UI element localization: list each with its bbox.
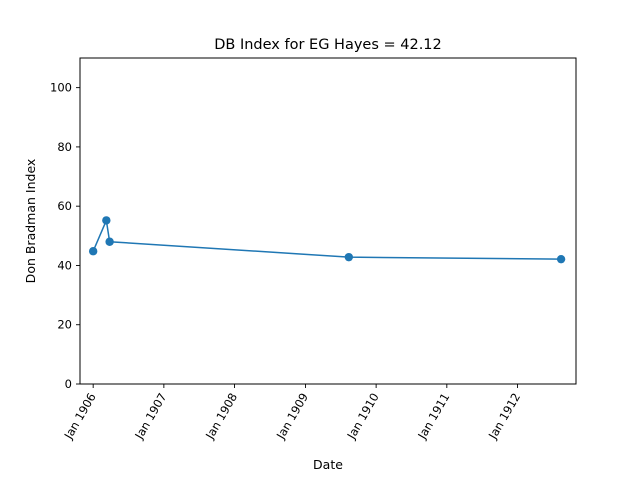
chart-title: DB Index for EG Hayes = 42.12 (214, 37, 442, 53)
y-tick-label: 80 (57, 140, 72, 154)
data-point (102, 216, 111, 225)
y-tick-label: 60 (57, 199, 72, 213)
y-tick-label: 0 (65, 377, 72, 391)
y-axis-label: Don Bradman Index (23, 159, 38, 284)
y-tick-label: 100 (50, 81, 72, 95)
data-point (344, 252, 354, 262)
y-axis-ticks: 0 20 40 60 80 100 (50, 81, 80, 391)
data-point (88, 247, 98, 256)
series-layer (88, 216, 566, 264)
plot-area-background (80, 58, 576, 384)
y-tick-label: 20 (57, 318, 72, 332)
y-tick-label: 40 (57, 258, 72, 272)
x-axis-label: Date (313, 457, 343, 472)
data-point (105, 237, 114, 246)
data-point (556, 254, 566, 264)
plot-frame (79, 57, 577, 385)
